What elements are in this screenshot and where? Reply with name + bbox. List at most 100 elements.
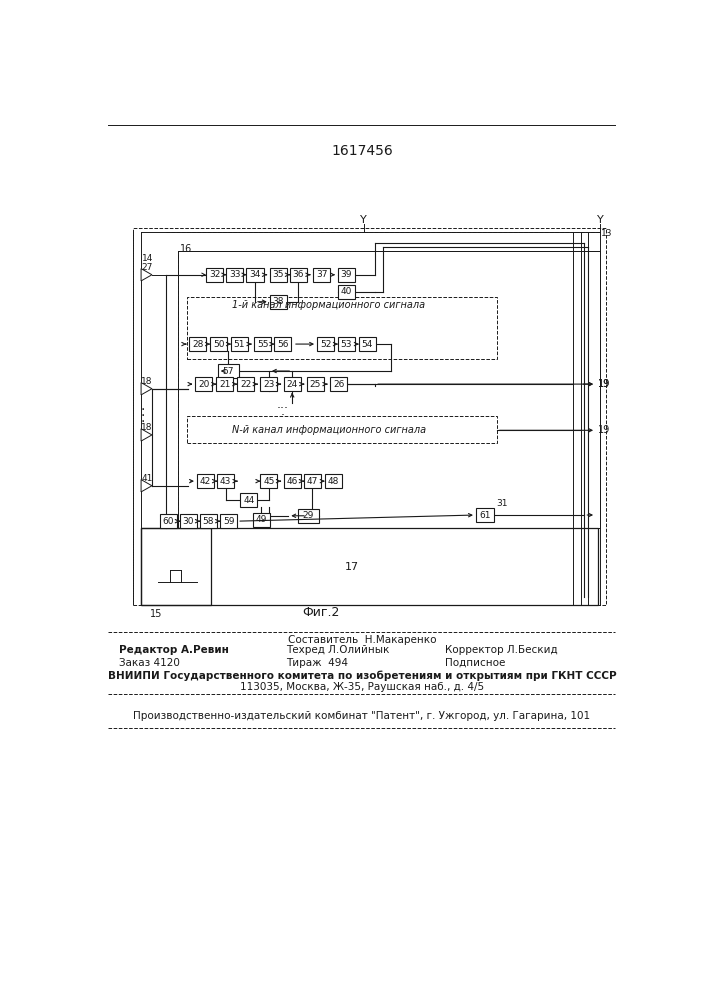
Text: 40: 40 <box>341 287 352 296</box>
Text: 52: 52 <box>320 340 331 349</box>
Text: 48: 48 <box>327 477 339 486</box>
Text: 18: 18 <box>141 377 153 386</box>
Text: 35: 35 <box>272 270 284 279</box>
Text: 59: 59 <box>223 517 235 526</box>
Text: 1-й канал информационного сигнала: 1-й канал информационного сигнала <box>232 300 425 310</box>
Text: 1617456: 1617456 <box>331 144 393 158</box>
Bar <box>307 377 324 391</box>
Bar <box>237 377 255 391</box>
Bar <box>255 337 271 351</box>
Text: 24: 24 <box>286 380 298 389</box>
Text: 18: 18 <box>141 424 153 432</box>
Text: 22: 22 <box>240 380 251 389</box>
Text: 26: 26 <box>333 380 344 389</box>
Text: 16: 16 <box>180 244 192 254</box>
Text: 41: 41 <box>141 474 153 483</box>
Text: 47: 47 <box>307 477 318 486</box>
Text: 44: 44 <box>243 496 255 505</box>
Bar <box>200 514 217 528</box>
Text: Y: Y <box>360 215 367 225</box>
Bar <box>240 493 257 507</box>
Text: 43: 43 <box>220 477 231 486</box>
Text: ВНИИПИ Государственного комитета по изобретениям и открытиям при ГКНТ СССР: ВНИИПИ Государственного комитета по изоб… <box>107 671 617 681</box>
Text: ...: ... <box>276 398 288 411</box>
Text: 58: 58 <box>203 517 214 526</box>
Bar <box>338 285 355 299</box>
Text: 34: 34 <box>250 270 261 279</box>
Text: 15: 15 <box>151 609 163 619</box>
Bar <box>218 364 239 378</box>
Text: .: . <box>280 405 284 418</box>
Bar <box>177 251 600 528</box>
Bar <box>260 474 277 488</box>
Bar <box>476 508 494 522</box>
Bar <box>290 268 307 282</box>
Polygon shape <box>141 269 152 281</box>
Bar <box>180 514 197 528</box>
Text: 49: 49 <box>255 515 267 524</box>
Text: N-й канал информационного сигнала: N-й канал информационного сигнала <box>232 425 426 435</box>
Bar <box>270 268 287 282</box>
Bar <box>338 337 355 351</box>
Bar <box>216 377 233 391</box>
Bar <box>252 513 270 527</box>
Text: 28: 28 <box>192 340 204 349</box>
Text: 19: 19 <box>597 379 610 389</box>
Text: Редактор А.Ревин: Редактор А.Ревин <box>119 645 229 655</box>
Bar <box>141 528 211 605</box>
Bar <box>134 228 606 605</box>
Text: ·: · <box>141 415 145 429</box>
Polygon shape <box>141 480 152 492</box>
Text: 38: 38 <box>272 297 284 306</box>
Text: 29: 29 <box>303 511 314 520</box>
Text: 25: 25 <box>310 380 321 389</box>
Bar <box>160 514 177 528</box>
Text: 19: 19 <box>597 379 610 389</box>
Text: 45: 45 <box>263 477 274 486</box>
Bar <box>317 337 334 351</box>
Text: 36: 36 <box>293 270 304 279</box>
Bar <box>247 268 264 282</box>
Polygon shape <box>141 383 152 395</box>
Text: 13: 13 <box>602 229 613 238</box>
Text: 21: 21 <box>219 380 230 389</box>
Text: 46: 46 <box>286 477 298 486</box>
Bar <box>187 297 497 359</box>
Text: 50: 50 <box>213 340 224 349</box>
Text: 113035, Москва, Ж-35, Раушская наб., д. 4/5: 113035, Москва, Ж-35, Раушская наб., д. … <box>240 682 484 692</box>
Text: Техред Л.Олийнык: Техред Л.Олийнык <box>286 645 390 655</box>
Text: Производственно-издательский комбинат "Патент", г. Ужгород, ул. Гагарина, 101: Производственно-издательский комбинат "П… <box>134 711 590 721</box>
Text: 30: 30 <box>182 517 194 526</box>
Bar <box>330 377 347 391</box>
Text: 61: 61 <box>479 511 491 520</box>
Polygon shape <box>141 429 152 441</box>
Text: 23: 23 <box>263 380 274 389</box>
Bar <box>141 528 598 605</box>
Bar <box>325 474 341 488</box>
Bar <box>274 337 291 351</box>
Text: 19: 19 <box>597 425 610 435</box>
Bar <box>338 268 355 282</box>
Text: 56: 56 <box>277 340 288 349</box>
Bar <box>304 474 321 488</box>
Bar <box>220 514 237 528</box>
Bar <box>226 268 243 282</box>
Text: ·: · <box>141 403 145 417</box>
Bar <box>284 377 300 391</box>
Text: 51: 51 <box>234 340 245 349</box>
Bar <box>217 474 234 488</box>
Bar <box>270 295 287 309</box>
Bar <box>298 509 319 523</box>
Bar <box>359 337 376 351</box>
Bar <box>195 377 212 391</box>
Text: Подписное: Подписное <box>445 658 506 668</box>
Text: 42: 42 <box>200 477 211 486</box>
Text: 33: 33 <box>229 270 240 279</box>
Text: 37: 37 <box>316 270 327 279</box>
Text: 17: 17 <box>345 562 359 572</box>
Text: Корректор Л.Бескид: Корректор Л.Бескид <box>445 645 558 655</box>
Text: 14: 14 <box>142 254 153 263</box>
Bar <box>313 268 330 282</box>
Text: 57: 57 <box>223 367 234 376</box>
Bar <box>197 474 214 488</box>
